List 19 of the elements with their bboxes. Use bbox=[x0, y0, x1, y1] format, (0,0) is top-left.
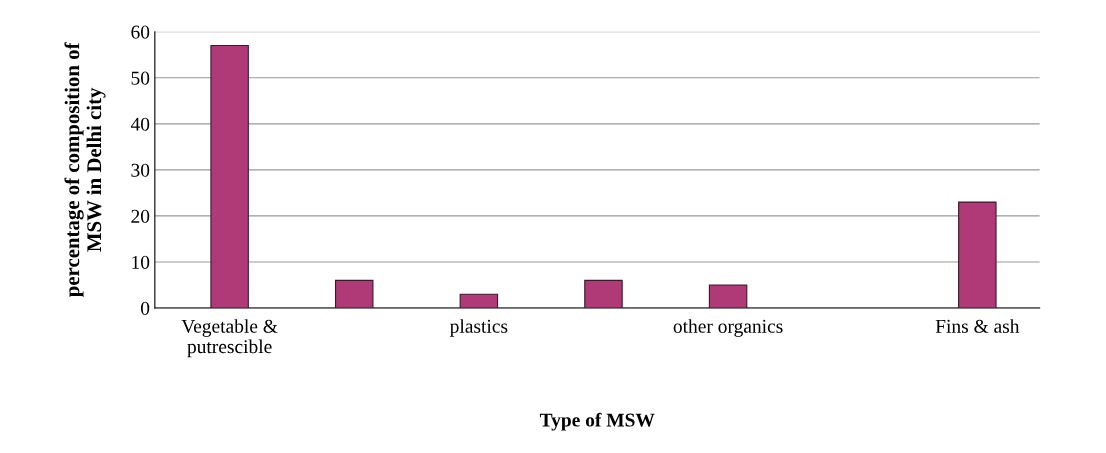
bar bbox=[958, 201, 997, 309]
y-axis-title: percentage of composition of MSW in Delhi city bbox=[64, 42, 106, 298]
bar bbox=[334, 279, 374, 309]
y-tick-label: 10 bbox=[132, 255, 150, 269]
y-tick-label: 40 bbox=[130, 117, 150, 131]
y-tick-label: 20 bbox=[131, 209, 150, 223]
y-tick-label: 50 bbox=[131, 71, 150, 85]
x-tick-label: other organics bbox=[673, 319, 783, 337]
bar bbox=[708, 284, 748, 309]
bar bbox=[459, 293, 499, 309]
x-axis-title: Type of MSW bbox=[539, 412, 655, 431]
bar bbox=[210, 44, 249, 309]
bar bbox=[584, 279, 623, 309]
x-tick-label: Fins & ash bbox=[935, 319, 1020, 333]
x-tick-label: Vegetable & putrescible bbox=[181, 319, 278, 358]
x-tick-label: plastics bbox=[450, 319, 508, 337]
y-tick-label: 30 bbox=[131, 163, 150, 177]
y-tick-label: 0 bbox=[141, 301, 150, 315]
y-tick-label: 60 bbox=[131, 25, 150, 39]
